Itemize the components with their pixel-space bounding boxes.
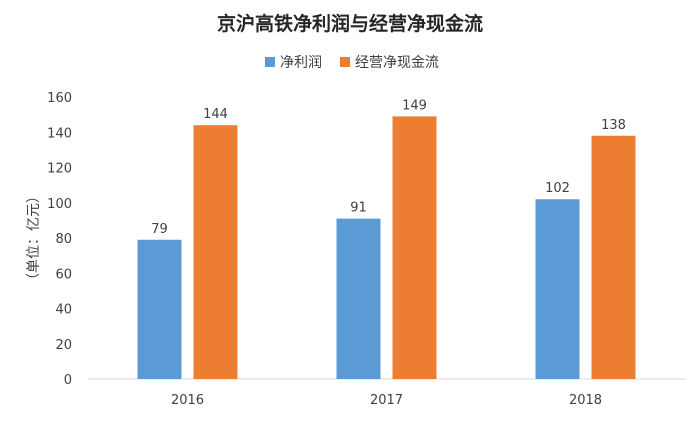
data-labels: 79 144 91 149 102 138 bbox=[151, 98, 626, 236]
data-label: 102 bbox=[545, 181, 570, 196]
bars bbox=[137, 116, 636, 379]
data-label: 144 bbox=[203, 107, 228, 122]
y-tick-label: 140 bbox=[47, 126, 72, 141]
y-tick-label: 40 bbox=[55, 303, 72, 318]
x-category-label: 2016 bbox=[171, 393, 204, 408]
legend-label-net-profit: 净利润 bbox=[280, 55, 322, 71]
x-category-label: 2017 bbox=[370, 393, 403, 408]
data-label: 138 bbox=[601, 118, 626, 133]
y-axis-ticks: 0 20 40 60 80 100 120 140 160 bbox=[47, 91, 72, 388]
bar-net-profit-2018 bbox=[535, 199, 580, 379]
y-tick-label: 160 bbox=[47, 91, 72, 106]
bar-operating-cash-flow-2017 bbox=[392, 116, 437, 379]
data-label: 91 bbox=[350, 201, 367, 216]
legend-label-operating-cash-flow: 经营净现金流 bbox=[355, 55, 439, 71]
y-tick-label: 0 bbox=[64, 373, 72, 388]
y-tick-label: 80 bbox=[55, 232, 72, 247]
y-tick-label: 60 bbox=[55, 267, 72, 282]
bar-net-profit-2016 bbox=[137, 239, 182, 379]
bar-operating-cash-flow-2018 bbox=[591, 135, 636, 379]
bar-operating-cash-flow-2016 bbox=[193, 125, 238, 379]
y-tick-label: 20 bbox=[55, 338, 72, 353]
data-label: 79 bbox=[151, 222, 168, 237]
legend-swatch-net-profit bbox=[265, 57, 275, 67]
data-label: 149 bbox=[402, 98, 427, 113]
y-tick-label: 120 bbox=[47, 162, 72, 177]
chart-title: 京沪高铁净利润与经营净现金流 bbox=[217, 12, 483, 35]
x-category-label: 2018 bbox=[569, 393, 602, 408]
y-axis-label: （单位：亿元） bbox=[26, 189, 42, 287]
bar-net-profit-2017 bbox=[336, 218, 381, 379]
legend-swatch-operating-cash-flow bbox=[340, 57, 350, 67]
legend: 净利润 经营净现金流 bbox=[265, 55, 439, 71]
x-axis-categories: 2016 2017 2018 bbox=[171, 393, 602, 408]
y-tick-label: 100 bbox=[47, 197, 72, 212]
